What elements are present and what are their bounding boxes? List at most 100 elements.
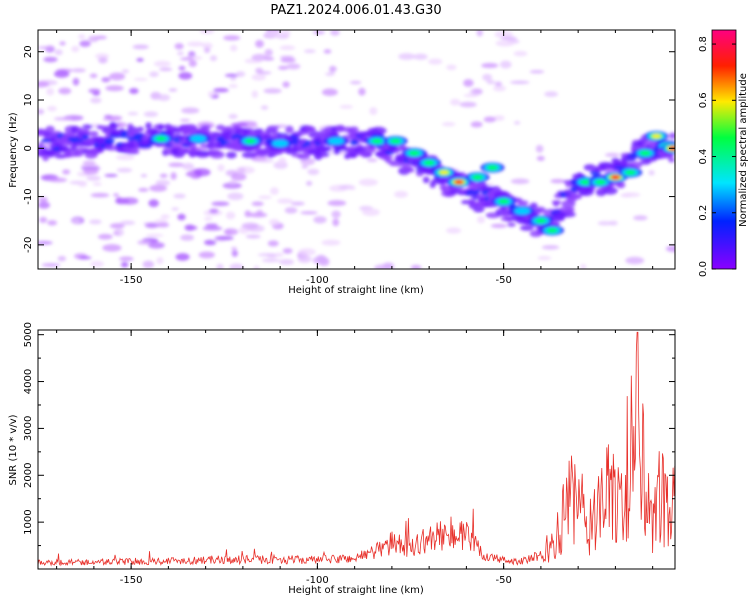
spectrogram-cell <box>129 87 139 94</box>
spectrogram-cell <box>390 138 402 144</box>
spectrogram-cell <box>102 244 122 252</box>
spectrogram-cell <box>580 263 587 269</box>
spectrogram-cell <box>38 196 48 203</box>
spectrogram-cell <box>170 172 177 180</box>
spectrogram-cell <box>513 50 528 57</box>
spectrogram-cell <box>109 122 119 130</box>
spectrogram-cell <box>193 168 211 177</box>
spectrogram-cell <box>90 97 102 104</box>
spectrogram-cell <box>157 123 164 131</box>
spectrogram-cell <box>156 257 164 265</box>
spectrogram-cell <box>113 193 120 197</box>
spectrogram-cell <box>248 212 268 218</box>
spectrogram-cell <box>609 220 618 226</box>
spectrogram-cell <box>276 34 289 40</box>
spectrogram-cell <box>331 210 341 219</box>
spectrogram-cell <box>406 168 415 173</box>
spectrogram-cell <box>223 228 239 236</box>
spectrogram-cell <box>630 161 643 169</box>
spectrogram-cell <box>580 179 592 185</box>
spectrogram-cell <box>651 134 661 139</box>
spectrogram-cell <box>204 216 213 221</box>
spectrogram-cell <box>207 91 215 98</box>
spectrogram-cell <box>446 64 457 71</box>
spectrogram-cell <box>171 207 179 211</box>
spectrogram-cell <box>604 152 620 157</box>
spectrogram-cell <box>486 79 496 85</box>
spectrogram-cell <box>189 143 197 151</box>
spectrogram-cell <box>251 90 259 99</box>
spectrogram-cell <box>223 35 241 41</box>
spectrogram-cell <box>186 225 198 230</box>
spectrogram-cell <box>277 198 294 204</box>
spectrogram-cell <box>394 190 408 198</box>
spectrogram-cell <box>535 144 544 153</box>
snr-y-tick-label: 2000 <box>23 463 34 488</box>
spectrogram-cell <box>450 98 461 106</box>
spectrogram-cell <box>551 200 562 205</box>
spectrogram-cell <box>282 81 290 88</box>
spectrogram-cell <box>101 77 111 83</box>
spectrogram-cell <box>463 79 474 87</box>
spectrogram-cell <box>79 40 91 48</box>
spectrogram-cell <box>428 58 443 65</box>
spectrogram-cell <box>410 264 422 269</box>
spectrogram-cell <box>620 193 632 198</box>
spectrogram-cell <box>209 55 218 62</box>
spectrogram-cell <box>119 256 134 262</box>
spectrogram-cell <box>604 166 612 171</box>
spectrogram-cell <box>38 108 45 115</box>
spectrogram-cell <box>38 129 48 134</box>
spectrogram-cell <box>109 129 120 136</box>
spectrogram-cell <box>422 176 430 184</box>
spectrogram-cell <box>358 178 378 187</box>
spectrogram-cell <box>225 151 237 159</box>
spectrogram-cell <box>38 142 45 148</box>
spectrogram-cell <box>494 81 503 87</box>
spectrogram-cell <box>454 180 464 185</box>
colorbar-tick-label: 0.8 <box>698 36 709 52</box>
spectrogram-cell <box>648 170 655 176</box>
spectrogram-cell <box>228 84 238 89</box>
spectrogram-cell <box>308 126 316 132</box>
snr-y-tick-label: 1000 <box>23 509 34 534</box>
spectrogram-cell <box>369 107 378 116</box>
spectrogram-cell <box>204 239 217 246</box>
spectrogram-cell <box>307 168 320 176</box>
spectrogram-cell <box>38 201 50 209</box>
spectrogram-cell <box>45 125 55 134</box>
spectrogram-cell <box>145 223 159 229</box>
spectrogram-cell <box>121 197 139 205</box>
spectrogram-cell <box>460 199 471 205</box>
spectrogram-cell <box>216 263 224 269</box>
spectrogram-cell <box>594 179 606 185</box>
spectrogram-cell <box>143 111 159 117</box>
spectrogram-cell <box>180 234 194 241</box>
spectrogram-cell <box>70 144 78 151</box>
spectrogram-cell <box>211 201 230 207</box>
spectrogram-cell <box>108 72 126 81</box>
spectrogram-cell <box>541 245 560 250</box>
spectrogram-cell <box>348 126 359 133</box>
spectrogram-cell <box>357 151 371 156</box>
spectrogram-cell <box>509 80 530 84</box>
spectrogram-cell <box>362 208 380 217</box>
spectrogram-cell <box>263 88 282 94</box>
spectrogram-cell <box>105 85 124 92</box>
spectrogram-cell <box>78 34 86 40</box>
spectrogram-cell <box>280 57 296 63</box>
spectrogram-cell <box>328 137 345 145</box>
spectrogram-cell <box>446 227 462 234</box>
spectrogram-cell <box>255 149 269 157</box>
spectrogram-cell <box>58 87 72 95</box>
spectrogram-cell <box>113 231 120 236</box>
spectrogram-cell <box>164 125 178 131</box>
spectrogram-x-label: Height of straight line (km) <box>288 285 424 296</box>
spectrogram-cell <box>95 53 110 60</box>
spectrogram-cell <box>203 47 211 54</box>
spectrogram-cell <box>297 255 312 263</box>
spectrogram-cell <box>483 116 496 123</box>
snr-y-tick-label: 3000 <box>23 416 34 441</box>
